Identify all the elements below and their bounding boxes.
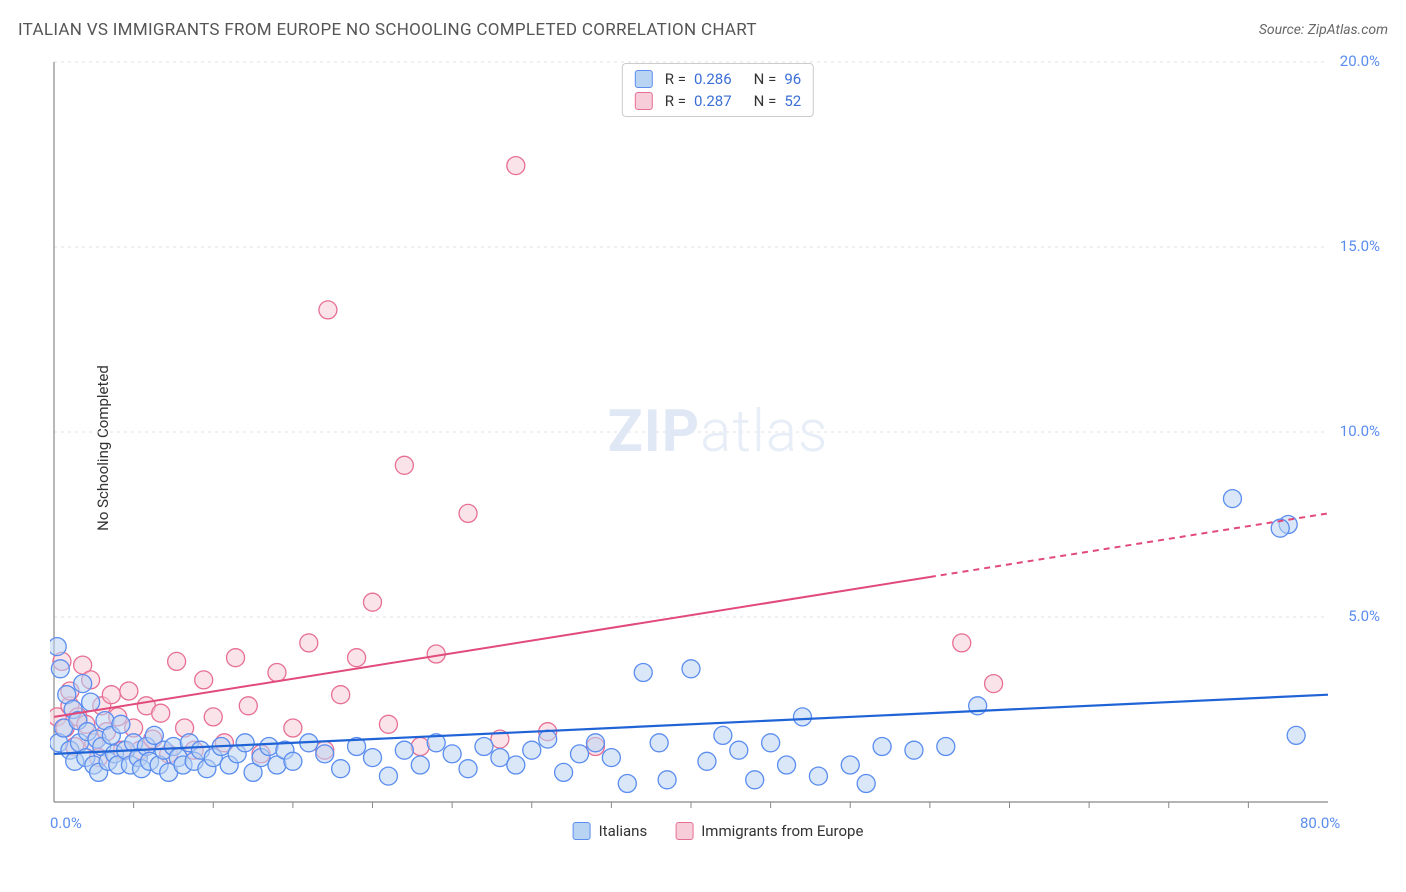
- r-label: R =: [665, 92, 686, 110]
- legend-swatch-series-0: [635, 70, 653, 88]
- n-value-0: 96: [784, 70, 801, 88]
- legend-swatch-immigrants: [675, 822, 693, 840]
- r-value-1: 0.287: [694, 92, 732, 110]
- legend-swatch-series-1: [635, 92, 653, 110]
- legend-series: Italians Immigrants from Europe: [573, 822, 864, 840]
- x-tick-label: 0.0%: [50, 814, 82, 832]
- y-tick-label: 5.0%: [1348, 607, 1380, 625]
- x-tick-label: 80.0%: [1300, 814, 1340, 832]
- legend-stats: R = 0.286 N = 96 R = 0.287 N = 52: [622, 63, 814, 117]
- legend-stats-row: R = 0.287 N = 52: [635, 90, 801, 112]
- plot-container: No Schooling Completed ZIPatlas R = 0.28…: [50, 58, 1386, 838]
- chart-title: ITALIAN VS IMMIGRANTS FROM EUROPE NO SCH…: [18, 20, 757, 40]
- n-value-1: 52: [784, 92, 801, 110]
- title-bar: ITALIAN VS IMMIGRANTS FROM EUROPE NO SCH…: [18, 20, 1388, 40]
- n-label: N =: [754, 92, 777, 110]
- y-tick-label: 10.0%: [1340, 422, 1380, 440]
- legend-label-italians: Italians: [599, 822, 648, 840]
- legend-label-immigrants: Immigrants from Europe: [701, 822, 863, 840]
- y-tick-label: 20.0%: [1340, 52, 1380, 70]
- r-value-0: 0.286: [694, 70, 732, 88]
- scatter-plot: [50, 58, 1386, 838]
- n-label: N =: [754, 70, 777, 88]
- r-label: R =: [665, 70, 686, 88]
- y-tick-label: 15.0%: [1340, 237, 1380, 255]
- source-label: Source: ZipAtlas.com: [1259, 22, 1388, 38]
- legend-item-italians: Italians: [573, 822, 648, 840]
- legend-swatch-italians: [573, 822, 591, 840]
- legend-item-immigrants: Immigrants from Europe: [675, 822, 863, 840]
- legend-stats-row: R = 0.286 N = 96: [635, 68, 801, 90]
